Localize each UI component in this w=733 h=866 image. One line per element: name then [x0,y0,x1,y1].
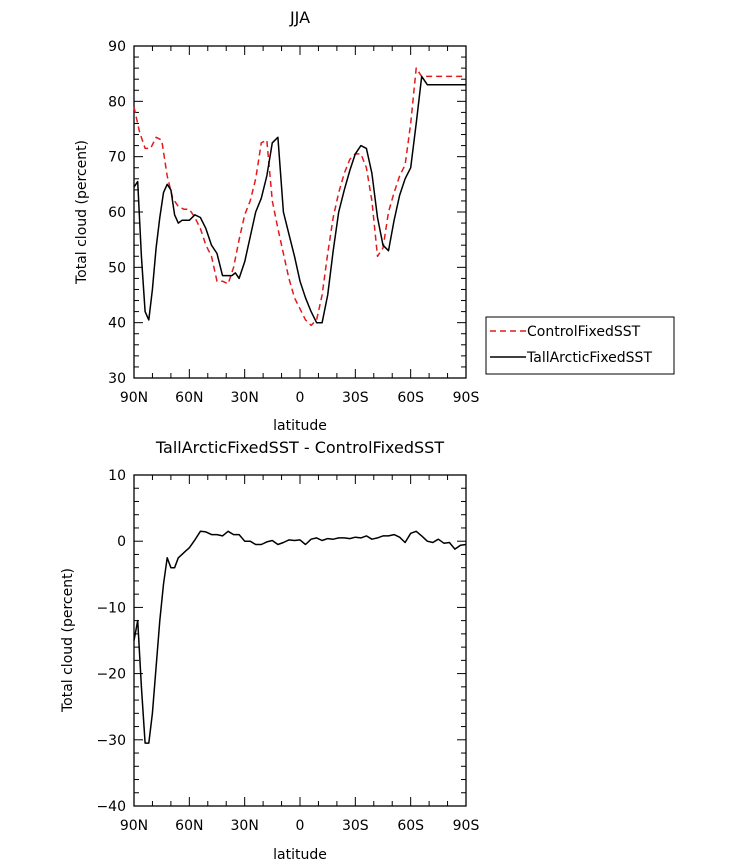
bottom-panel: TallArcticFixedSST - ControlFixedSST −40… [60,438,479,863]
bottom-y-tick-label: −10 [96,600,126,616]
bottom-y-axis-title: Total cloud (percent) [60,568,76,713]
legend-box [485,316,675,375]
top-panel: JJA 30 40 50 60 70 80 90 90N 60N 30N 0 30S 60S 90S T… [74,8,479,434]
top-x-tick-label: 90S [453,390,480,406]
top-y-tick-label: 40 [108,316,126,332]
top-series-line-1 [133,75,466,324]
top-x-axis: 90N 60N 30N 0 30S 60S 90S [120,46,480,406]
top-y-tick-label: 30 [108,371,126,387]
top-y-tick-label: 80 [108,94,126,110]
legend-label-control: ControlFixedSST [527,324,641,340]
top-x-tick-label: 60N [175,390,203,406]
bottom-x-tick-label: 90N [120,818,148,834]
bottom-x-axis: 90N 60N 30N 0 30S 60S 90S [120,475,480,834]
legend-label-tall: TallArcticFixedSST [526,350,652,366]
bottom-x-tick-label: 30N [231,818,259,834]
top-y-axis-title: Total cloud (percent) [74,140,90,285]
top-x-tick-label: 0 [296,390,305,406]
bottom-x-axis-title: latitude [273,847,327,863]
top-series-lines [133,67,466,327]
top-y-axis: 30 40 50 60 70 80 90 [108,39,466,387]
bottom-y-tick-label: 0 [117,534,126,550]
bottom-y-axis: −40 −30 −20 −10 0 10 [96,468,466,815]
top-x-tick-label: 90N [120,390,148,406]
bottom-x-tick-label: 0 [296,818,305,834]
bottom-x-tick-label: 60S [397,818,424,834]
bottom-y-tick-label: −40 [96,799,126,815]
legend: ControlFixedSST TallArcticFixedSST [485,316,675,375]
top-x-axis-title: latitude [273,418,327,434]
top-x-tick-label: 30N [231,390,259,406]
top-x-tick-label: 60S [397,390,424,406]
top-chart-title: JJA [289,8,310,27]
bottom-y-tick-label: −20 [96,667,126,683]
bottom-x-tick-label: 90S [453,818,480,834]
top-plot-frame [133,45,467,379]
bottom-plot-frame [133,474,467,807]
top-y-tick-label: 90 [108,39,126,55]
top-y-tick-label: 70 [108,150,126,166]
top-series-line-0 [133,67,466,327]
top-x-tick-label: 30S [342,390,369,406]
bottom-y-tick-label: 10 [108,468,126,484]
bottom-y-tick-label: −30 [96,733,126,749]
bottom-x-tick-label: 60N [175,818,203,834]
bottom-x-tick-label: 30S [342,818,369,834]
bottom-chart-title: TallArcticFixedSST - ControlFixedSST [155,438,444,457]
bottom-series-lines [133,530,467,744]
top-y-tick-label: 60 [108,205,126,221]
bottom-series-line-0 [133,530,467,744]
top-y-tick-label: 50 [108,260,126,276]
